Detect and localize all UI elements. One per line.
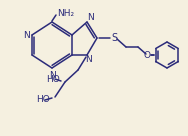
Text: HO: HO: [46, 75, 60, 84]
Text: N: N: [23, 30, 29, 39]
Text: O: O: [143, 50, 151, 60]
Text: NH₂: NH₂: [57, 8, 74, 18]
Text: N: N: [86, 55, 92, 64]
Text: S: S: [111, 33, 117, 43]
Text: N: N: [49, 70, 55, 80]
Text: N: N: [87, 13, 93, 21]
Text: HO: HO: [36, 95, 50, 103]
